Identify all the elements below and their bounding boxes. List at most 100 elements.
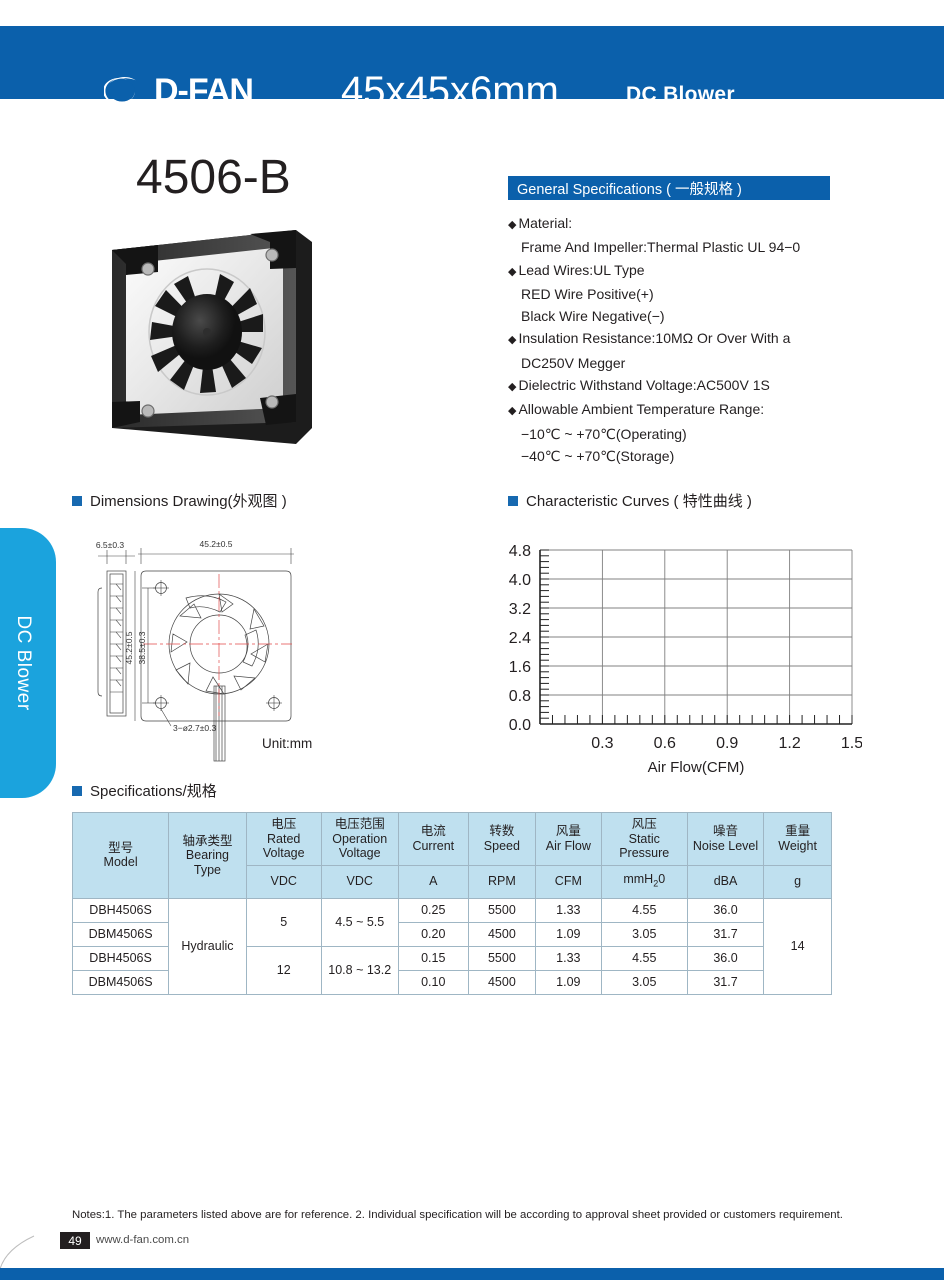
diamond-bullet-icon: ◆ xyxy=(508,405,517,418)
column-header-en: Weight xyxy=(778,838,817,853)
column-header-en: Speed xyxy=(483,838,520,853)
general-spec-line: −10℃ ~ +70℃(Operating) xyxy=(508,423,908,445)
dimensions-drawing-heading-label: Dimensions Drawing(外观图 ) xyxy=(90,493,287,510)
page-title: 4506-B xyxy=(136,151,291,204)
table-column-header: 风压 Static Pressure xyxy=(600,812,688,866)
page-footer-band xyxy=(0,1268,944,1280)
diamond-bullet-icon: ◆ xyxy=(508,381,517,394)
table-column-header: 电压范围 Operation Voltage xyxy=(320,812,399,866)
chart-x-tick-label: 0.9 xyxy=(716,735,738,752)
chart-y-tick-label: 4.0 xyxy=(509,572,531,589)
table-column-unit: VDC xyxy=(245,864,322,899)
cell-static-pressure: 4.55 xyxy=(600,945,688,971)
table-column-unit: g xyxy=(763,864,832,899)
cell-current: 0.20 xyxy=(397,921,469,947)
column-header-en: Air Flow xyxy=(545,838,591,853)
general-spec-line: ◆ Dielectric Withstand Voltage:AC500V 1S xyxy=(508,374,908,398)
cell-air-flow: 1.09 xyxy=(535,969,602,995)
general-spec-text: RED Wire Positive(+) xyxy=(521,285,654,302)
cell-static-pressure: 3.05 xyxy=(600,921,688,947)
column-header-en: Current xyxy=(412,838,455,853)
table-column-unit: mmH20 xyxy=(600,864,688,899)
cell-model: DBM4506S xyxy=(71,921,170,947)
general-spec-text: Material: xyxy=(518,215,573,231)
cell-current: 0.25 xyxy=(397,897,469,923)
column-header-en: Bearing xyxy=(185,848,230,862)
bullet-square-icon xyxy=(508,495,518,506)
cell-operation-voltage: 10.8 ~ 13.2 xyxy=(320,945,399,995)
table-column-unit: CFM xyxy=(535,864,602,899)
general-spec-line: ◆ Insulation Resistance:10MΩ Or Over With… xyxy=(508,327,908,351)
general-spec-line: DC250V Megger xyxy=(508,352,908,374)
side-tab-dc-blower: DC Blower xyxy=(0,528,56,798)
dim-height-label: 45.2±0.5 xyxy=(124,631,134,664)
d-fan-swirl-logo-icon xyxy=(103,71,150,111)
diamond-bullet-icon: ◆ xyxy=(508,265,517,278)
general-spec-line: −40℃ ~ +70℃(Storage) xyxy=(508,445,908,467)
general-spec-text: Lead Wires:UL Type xyxy=(518,261,645,278)
cell-rated-voltage: 12 xyxy=(245,945,322,995)
cell-air-flow: 1.33 xyxy=(535,945,602,971)
table-column-header: 风量 Air Flow xyxy=(535,812,602,866)
column-header-cn: 风量 xyxy=(555,824,581,839)
cell-air-flow: 1.09 xyxy=(535,921,602,947)
column-header-cn: 型号 xyxy=(108,840,134,855)
general-spec-line: Frame And Impeller:Thermal Plastic UL 94… xyxy=(508,236,908,258)
table-row: DBH4506S 12 10.8 ~ 13.2 0.15 5500 1.33 4.55 36.… xyxy=(71,945,832,995)
diamond-bullet-icon: ◆ xyxy=(508,334,517,347)
side-tab-label: DC Blower xyxy=(13,615,34,711)
table-header: 型号 Model 轴承类型 Bearing Type 电压 Rated Voltage 电压范围… xyxy=(71,812,832,899)
general-spec-text: Dielectric Withstand Voltage:AC500V 1S xyxy=(518,377,770,394)
table-row: DBH4506S Hydraulic 5 4.5 ~ 5.5 0.25 5500 1.33 4… xyxy=(71,897,832,995)
column-header-cn: 重量 xyxy=(785,824,811,839)
brand-logo-text: D-FAN xyxy=(154,72,254,110)
characteristic-curves-heading-label: Characteristic Curves ( 特性曲线 ) xyxy=(526,493,752,510)
general-spec-text: −10℃ ~ +70℃(Operating) xyxy=(521,425,687,442)
cell-speed: 5500 xyxy=(467,897,537,923)
cell-static-pressure: 4.55 xyxy=(600,897,688,923)
cell-speed: 4500 xyxy=(467,969,537,995)
characteristic-curves-chart: 0.0 0.8 1.6 2.4 3.2 4.0 4.8 0.3 0.6 0.9 1.2 1.5 Air … xyxy=(452,528,863,788)
column-header-en: Static xyxy=(628,831,660,846)
cell-noise-level: 36.0 xyxy=(686,945,765,971)
chart-y-tick-label: 1.6 xyxy=(509,659,531,676)
cell-model: DBH4506S xyxy=(71,897,170,923)
brand-logo: D-FAN xyxy=(103,71,254,111)
column-header-en: Model xyxy=(103,855,138,870)
cell-bearing-type: Hydraulic xyxy=(168,897,247,995)
column-header-cn: 电流 xyxy=(420,824,446,839)
column-header-en: Noise Level xyxy=(692,838,759,853)
column-header-en: Operation xyxy=(332,831,388,846)
specifications-heading: Specifications/规格 xyxy=(72,780,217,801)
chart-x-axis-label: Air Flow(CFM) xyxy=(648,759,745,776)
dim-unit-label: Unit:mm xyxy=(262,736,312,751)
specifications-table: 型号 Model 轴承类型 Bearing Type 电压 Rated Voltage 电压范围… xyxy=(71,812,832,995)
cell-air-flow: 1.33 xyxy=(535,897,602,923)
table-column-unit: RPM xyxy=(467,864,537,899)
specifications-heading-label: Specifications/规格 xyxy=(90,783,217,800)
cell-speed: 5500 xyxy=(467,945,537,971)
general-spec-text: −40℃ ~ +70℃(Storage) xyxy=(521,447,675,464)
cell-current: 0.15 xyxy=(397,945,469,971)
column-header-cn: 噪音 xyxy=(713,824,739,839)
chart-y-tick-label: 0.0 xyxy=(509,717,531,734)
dim-holes-label: 3−ø2.7±0.3 xyxy=(173,723,216,733)
footer-url[interactable]: www.d-fan.com.cn xyxy=(96,1234,190,1246)
column-header-cn: 转数 xyxy=(489,824,515,839)
bullet-square-icon xyxy=(72,495,82,506)
bullet-square-icon xyxy=(72,785,82,796)
general-spec-line: Black Wire Negative(−) xyxy=(508,305,908,327)
table-body: DBH4506S Hydraulic 5 4.5 ~ 5.5 0.25 5500 1.33 4… xyxy=(71,897,832,995)
cell-model: DBH4506S xyxy=(71,945,170,971)
product-photo xyxy=(100,222,325,457)
cell-noise-level: 31.7 xyxy=(686,969,765,995)
table-column-header: 电压 Rated Voltage xyxy=(245,812,322,866)
table-column-header: 型号 Model xyxy=(71,812,170,899)
column-header-cn: 轴承类型 xyxy=(182,833,233,848)
product-category-label: DC Blower xyxy=(626,83,735,106)
chart-x-tick-label: 1.5 xyxy=(841,735,862,752)
table-header-row-units: VDC VDC A RPM CFM mmH20 dBA g xyxy=(73,864,832,899)
general-spec-line: RED Wire Positive(+) xyxy=(508,283,908,305)
general-spec-line: ◆ Allowable Ambient Temperature Range: xyxy=(508,398,908,422)
chart-x-tick-label: 1.2 xyxy=(778,735,800,752)
